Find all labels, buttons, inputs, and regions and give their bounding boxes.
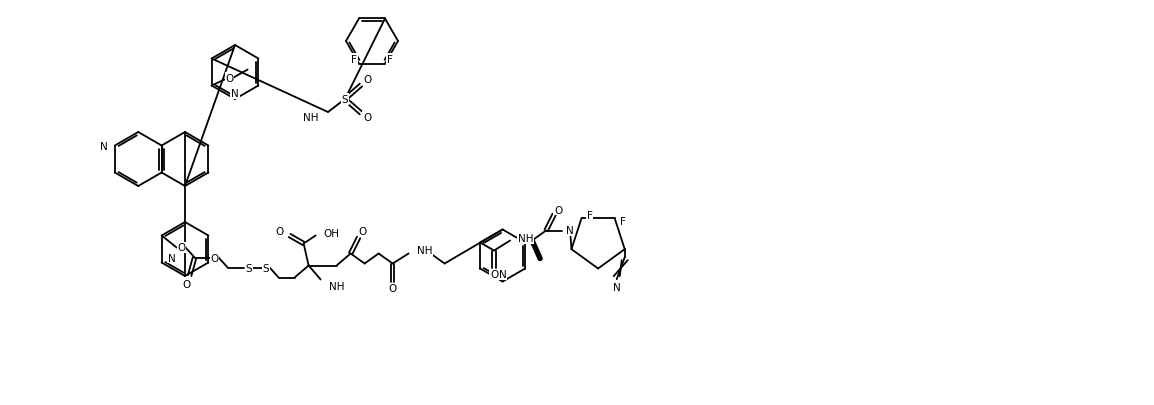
Text: O: O (362, 113, 372, 123)
Text: O: O (210, 253, 219, 263)
Text: F: F (586, 210, 592, 220)
Text: S: S (262, 263, 269, 273)
Text: NH: NH (329, 281, 344, 291)
Text: S: S (246, 263, 252, 273)
Text: O: O (389, 284, 397, 294)
Text: OH: OH (323, 229, 339, 239)
Text: O: O (359, 227, 367, 237)
Text: O: O (178, 243, 186, 253)
Text: O: O (182, 279, 190, 289)
Text: NH: NH (417, 246, 432, 256)
Text: NH: NH (518, 234, 533, 244)
Text: N: N (100, 141, 107, 151)
Text: O: O (225, 73, 234, 83)
Text: S: S (342, 95, 349, 105)
Text: N: N (167, 253, 175, 263)
Text: F: F (387, 54, 392, 64)
Text: O: O (362, 75, 372, 85)
Text: N: N (613, 282, 621, 292)
Text: N: N (499, 270, 507, 280)
Text: NH: NH (302, 113, 319, 123)
Text: N: N (567, 226, 574, 236)
Text: O: O (490, 270, 499, 280)
Text: O: O (276, 227, 284, 237)
Text: O: O (554, 205, 562, 215)
Text: N: N (231, 89, 239, 99)
Text: F: F (620, 216, 625, 226)
Text: F: F (351, 54, 357, 64)
